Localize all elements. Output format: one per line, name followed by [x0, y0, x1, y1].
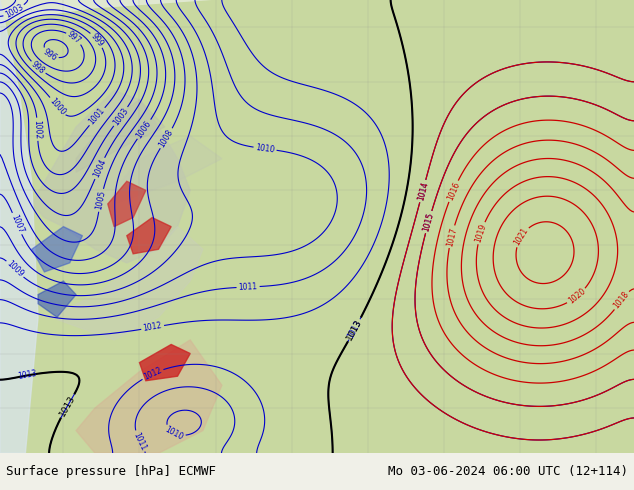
Text: 1007: 1007 — [9, 213, 25, 234]
Text: 1020: 1020 — [566, 287, 587, 306]
Text: 999: 999 — [89, 31, 105, 49]
Text: 1016: 1016 — [445, 180, 462, 202]
Text: 997: 997 — [66, 30, 83, 46]
Text: 1002: 1002 — [32, 120, 42, 139]
Text: 1003: 1003 — [3, 2, 25, 20]
Text: 1015: 1015 — [422, 212, 436, 233]
Text: 1010: 1010 — [164, 425, 185, 442]
Text: 1009: 1009 — [4, 259, 25, 279]
Polygon shape — [108, 181, 146, 226]
Text: 1017: 1017 — [445, 226, 458, 247]
Text: 1014: 1014 — [416, 181, 430, 201]
Text: 1006: 1006 — [135, 119, 153, 140]
Text: 1019: 1019 — [474, 222, 488, 244]
Text: 1001: 1001 — [87, 106, 107, 127]
Polygon shape — [127, 218, 171, 254]
Polygon shape — [0, 0, 634, 453]
Text: 1000: 1000 — [48, 97, 67, 117]
Text: 998: 998 — [30, 60, 47, 76]
Polygon shape — [38, 281, 76, 318]
Text: Mo 03-06-2024 06:00 UTC (12+114): Mo 03-06-2024 06:00 UTC (12+114) — [387, 465, 628, 478]
Polygon shape — [76, 340, 222, 453]
Text: 1005: 1005 — [94, 190, 107, 211]
Polygon shape — [76, 99, 165, 172]
Text: 1004: 1004 — [91, 158, 108, 179]
Text: 1012: 1012 — [142, 366, 163, 382]
Text: 1003: 1003 — [112, 106, 130, 127]
Text: 1018: 1018 — [612, 290, 631, 311]
Text: 1015: 1015 — [422, 212, 436, 233]
Text: 1013: 1013 — [17, 369, 38, 381]
Text: 1021: 1021 — [512, 226, 530, 247]
Text: 1008: 1008 — [158, 128, 175, 149]
Text: 1011: 1011 — [132, 431, 148, 452]
Text: 1014: 1014 — [416, 181, 430, 201]
Text: 1013: 1013 — [58, 393, 77, 418]
Polygon shape — [114, 136, 222, 204]
Text: 1013: 1013 — [345, 317, 364, 342]
Polygon shape — [0, 0, 38, 453]
Text: Surface pressure [hPa] ECMWF: Surface pressure [hPa] ECMWF — [6, 465, 216, 478]
Text: 1013: 1013 — [346, 319, 363, 340]
Polygon shape — [51, 226, 203, 340]
Text: 1011: 1011 — [238, 282, 258, 292]
Polygon shape — [32, 226, 82, 272]
Polygon shape — [139, 344, 190, 381]
Text: 1010: 1010 — [255, 143, 275, 154]
Text: 1012: 1012 — [143, 321, 163, 334]
Text: 996: 996 — [41, 47, 58, 62]
Polygon shape — [32, 91, 190, 263]
